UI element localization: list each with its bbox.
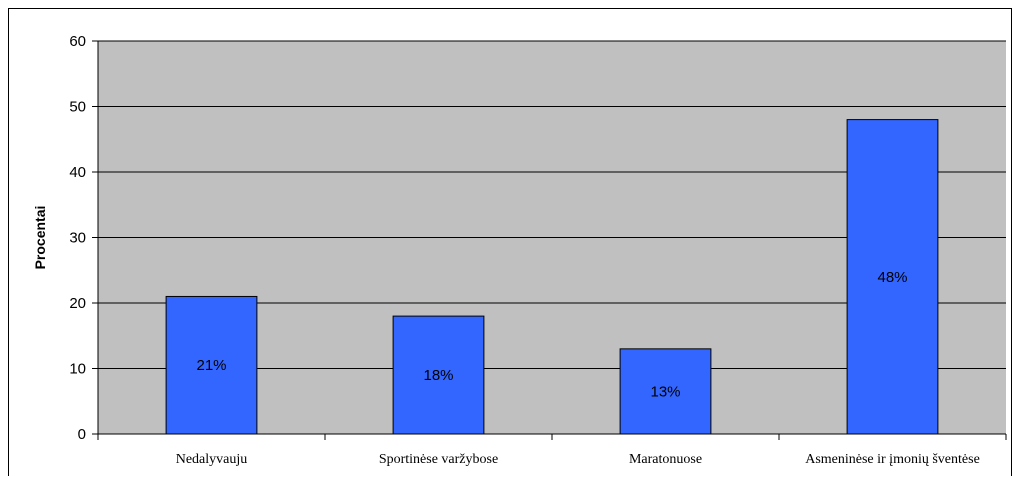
bar	[619, 348, 712, 435]
y-axis-title: Procentai	[32, 206, 48, 270]
y-tick-label: 0	[78, 426, 86, 443]
data-label: 48%	[877, 269, 907, 286]
y-tick-label: 10	[69, 361, 86, 378]
data-label: 18%	[423, 367, 453, 384]
x-category-label: Sportinėse varžybose	[379, 452, 498, 467]
y-tick-label: 50	[69, 99, 86, 116]
data-labels: 21% 18% 13% 48%	[196, 269, 907, 401]
x-category-label: Nedalyvauju	[176, 452, 248, 467]
x-category-label: Maratonuose	[629, 452, 702, 467]
y-tick-label: 40	[69, 164, 86, 181]
bar	[392, 315, 485, 435]
bar	[165, 295, 258, 435]
data-label: 13%	[650, 383, 680, 400]
y-tick-labels: 0 10 20 30 40 50 60	[69, 33, 86, 443]
y-tick-label: 30	[69, 230, 86, 247]
x-category-labels: Nedalyvauju Sportinėse varžybose Maratonuo…	[176, 452, 980, 467]
data-label: 21%	[196, 357, 226, 374]
axes	[92, 40, 1007, 440]
y-tick-label: 60	[69, 33, 86, 50]
bars	[165, 119, 939, 435]
x-category-label: Asmeninėse ir įmonių šventėse	[805, 452, 980, 467]
y-tick-label: 20	[69, 295, 86, 312]
